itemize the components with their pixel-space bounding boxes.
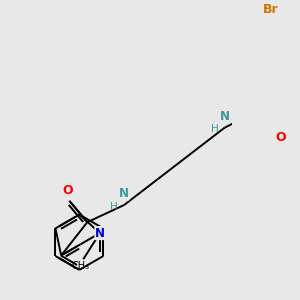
Text: N: N [220, 110, 230, 122]
Text: H: H [110, 202, 118, 212]
Text: Br: Br [262, 3, 278, 16]
Text: N: N [95, 226, 105, 240]
Text: H: H [211, 124, 218, 134]
Text: N: N [119, 187, 129, 200]
Text: CH₃: CH₃ [72, 261, 90, 271]
Text: O: O [275, 131, 286, 144]
Text: O: O [63, 184, 74, 197]
